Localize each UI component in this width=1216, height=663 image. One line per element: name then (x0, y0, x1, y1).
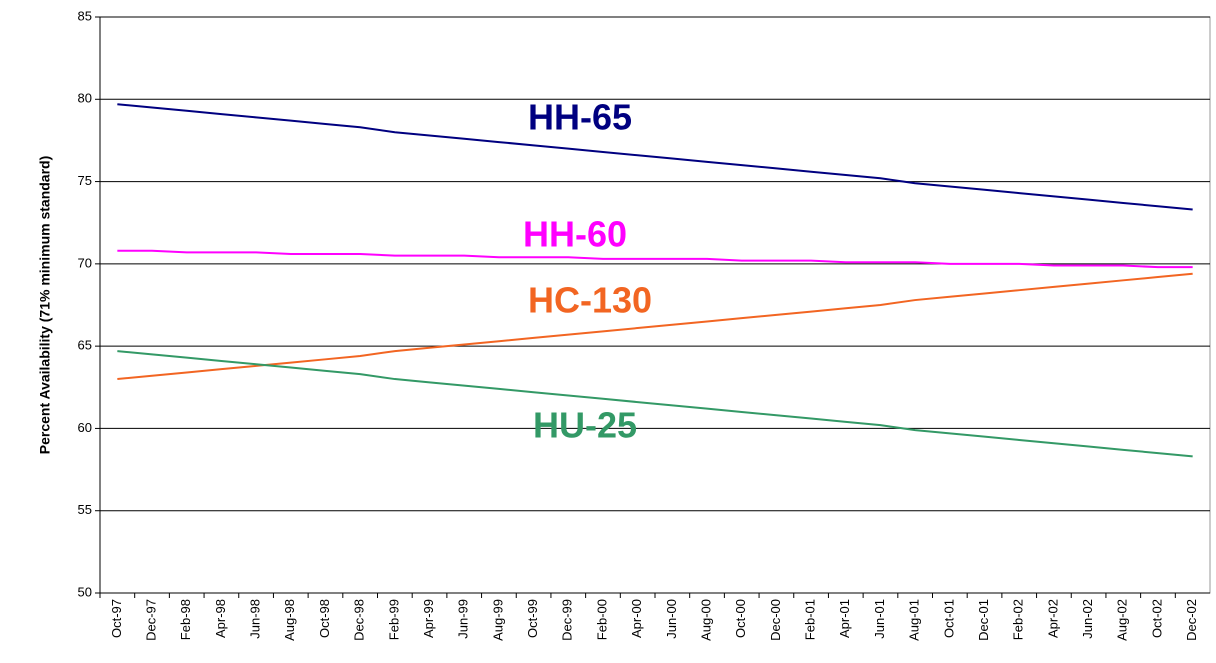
y-tick-label: 50 (78, 584, 92, 599)
x-tick-label: Apr-99 (421, 599, 436, 638)
x-tick-label: Apr-98 (213, 599, 228, 638)
y-tick-label: 65 (78, 338, 92, 353)
x-tick-label: Dec-00 (768, 599, 783, 641)
series-label: HH-65 (528, 97, 632, 138)
x-tick-label: Jun-99 (456, 599, 471, 639)
series-label: HU-25 (533, 405, 637, 446)
x-tick-label: Apr-01 (837, 599, 852, 638)
x-tick-label: Dec-02 (1184, 599, 1199, 641)
x-tick-label: Feb-98 (178, 599, 193, 640)
x-tick-label: Dec-97 (143, 599, 158, 641)
x-tick-label: Aug-00 (698, 599, 713, 641)
x-tick-label: Feb-02 (1011, 599, 1026, 640)
x-tick-label: Oct-97 (109, 599, 124, 638)
x-tick-label: Jun-01 (872, 599, 887, 639)
x-tick-label: Oct-02 (1149, 599, 1164, 638)
x-tick-label: Oct-99 (525, 599, 540, 638)
x-tick-label: Oct-00 (733, 599, 748, 638)
y-tick-label: 75 (78, 173, 92, 188)
x-tick-label: Jun-98 (248, 599, 263, 639)
y-tick-label: 85 (78, 8, 92, 23)
y-tick-label: 80 (78, 91, 92, 106)
x-tick-label: Feb-00 (594, 599, 609, 640)
y-tick-label: 70 (78, 255, 92, 270)
x-tick-label: Jun-02 (1080, 599, 1095, 639)
series-label: HH-60 (523, 214, 627, 255)
y-tick-label: 55 (78, 502, 92, 517)
x-tick-label: Dec-01 (976, 599, 991, 641)
series-line (117, 249, 1193, 269)
x-tick-label: Oct-98 (317, 599, 332, 638)
x-tick-label: Dec-99 (560, 599, 575, 641)
series-line (117, 350, 1193, 458)
x-tick-label: Apr-02 (1045, 599, 1060, 638)
plot-area (99, 16, 1211, 594)
x-tick-label: Feb-99 (386, 599, 401, 640)
series-label: HC-130 (528, 280, 652, 321)
y-tick-label: 60 (78, 420, 92, 435)
x-tick-label: Apr-00 (629, 599, 644, 638)
series-line (117, 103, 1193, 211)
x-tick-label: Dec-98 (352, 599, 367, 641)
x-tick-label: Oct-01 (941, 599, 956, 638)
x-tick-label: Jun-00 (664, 599, 679, 639)
series-line (117, 272, 1193, 381)
y-axis-label: Percent Availability (71% minimum standa… (37, 156, 53, 455)
x-tick-label: Aug-01 (907, 599, 922, 641)
x-tick-label: Feb-01 (803, 599, 818, 640)
x-tick-label: Aug-02 (1115, 599, 1130, 641)
x-tick-label: Aug-98 (282, 599, 297, 641)
x-tick-label: Aug-99 (490, 599, 505, 641)
